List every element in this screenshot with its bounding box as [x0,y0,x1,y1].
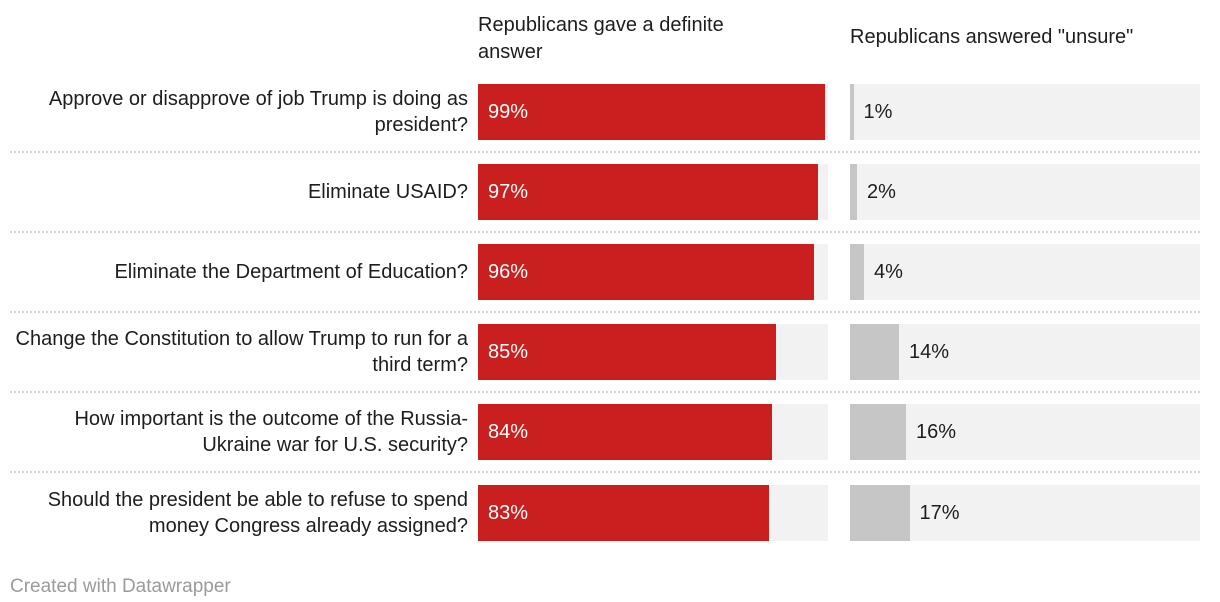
definite-bar [478,485,769,541]
unsure-value: 1% [863,101,893,123]
row-label: Change the Constitution to allow Trump t… [15,328,468,376]
definite-track: 99% [478,84,828,140]
definite-bar [478,164,818,220]
unsure-bar [850,404,906,460]
row-label: Should the president be able to refuse t… [47,489,468,537]
definite-track: 83% [478,485,828,541]
definite-value: 84% [488,421,529,443]
definite-track: 96% [478,244,828,300]
unsure-track: 1% [850,84,1200,140]
unsure-bar [850,84,854,140]
rows: Approve or disapprove of job Trump is do… [10,73,1200,553]
unsure-track: 2% [850,164,1200,220]
unsure-bar [850,485,910,541]
unsure-value: 2% [867,181,896,203]
row-label: Approve or disapprove of job Trump is do… [48,88,468,136]
definite-value: 85% [488,341,529,363]
definite-bar [478,324,776,380]
unsure-bar [850,164,857,220]
definite-bar [478,404,772,460]
unsure-value: 17% [919,502,960,524]
row-label: Eliminate the Department of Education? [114,261,468,283]
datawrapper-credit: Created with Datawrapper [10,576,231,597]
unsure-track: 14% [850,324,1200,380]
definite-value: 99% [488,101,529,123]
column-header-definite: Republicans gave a definite answer [478,12,828,66]
definite-track: 84% [478,404,828,460]
unsure-value: 4% [874,261,903,283]
definite-bar [478,244,814,300]
unsure-value: 14% [909,341,950,363]
table-row: Change the Constitution to allow Trump t… [10,313,1200,393]
definite-value: 83% [488,502,529,524]
definite-value: 97% [488,181,529,203]
unsure-value: 16% [916,421,957,443]
row-label: Eliminate USAID? [307,181,468,203]
column-headers: Republicans gave a definite answer Repub… [10,10,1220,73]
definite-value: 96% [488,261,529,283]
unsure-track: 4% [850,244,1200,300]
column-header-definite-label: Republicans gave a definite answer [478,14,724,63]
row-label: How important is the outcome of the Russ… [74,408,468,456]
unsure-track: 16% [850,404,1200,460]
definite-bar [478,84,825,140]
unsure-bar [850,324,899,380]
column-header-unsure: Republicans answered "unsure" [850,26,1134,48]
table-row: Eliminate the Department of Education? 9… [10,233,1200,313]
table-row: Should the president be able to refuse t… [10,473,1200,553]
table-row: Approve or disapprove of job Trump is do… [10,73,1200,153]
definite-track: 85% [478,324,828,380]
table-row: How important is the outcome of the Russ… [10,393,1200,473]
unsure-track: 17% [850,485,1200,541]
definite-track: 97% [478,164,828,220]
unsure-bar [850,244,864,300]
table-row: Eliminate USAID? 97% 2% [10,153,1200,233]
